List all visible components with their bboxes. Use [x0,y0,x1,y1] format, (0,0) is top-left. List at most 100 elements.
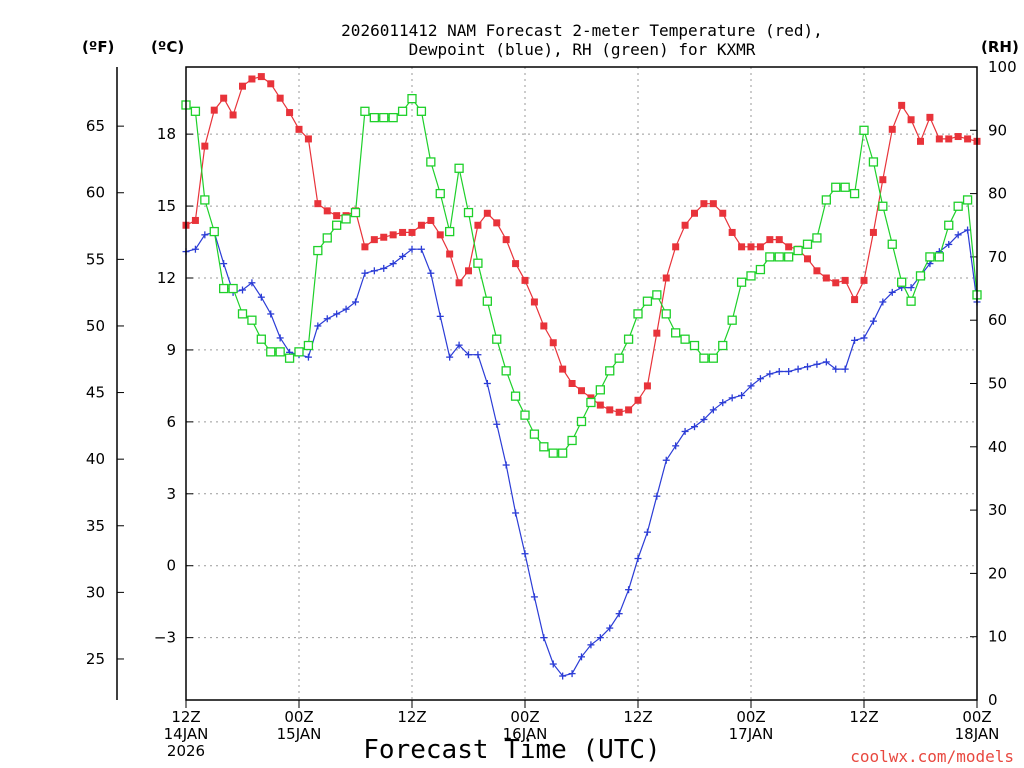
temperature-point [615,408,623,416]
dewpoint-point [643,528,651,536]
temperature-point [417,221,425,229]
rh-point [247,315,257,325]
temperature-point [314,200,322,208]
dewpoint-point [352,298,359,306]
dewpoint-point [267,310,275,318]
x-tick-label: 00Z [510,708,539,726]
rh-point [859,125,869,135]
rh-point [190,106,201,116]
dewpoint-point [954,231,962,239]
x-tick-label: 00Z [736,708,765,726]
temperature-point [493,219,501,227]
fahrenheit-axis: 65 60 55 50 45 40 35 30 25 [86,67,124,700]
rh-point [416,106,427,116]
temperature-point [286,109,294,117]
rh-point [284,353,295,363]
rh-point [463,207,474,218]
dewpoint-point [427,269,435,277]
temperature-point [389,231,397,239]
dewpoint-point [559,672,567,680]
dewpoint-point [483,380,491,387]
rh-point [350,207,361,218]
temperature-line [185,75,978,413]
dewpoint-point [662,456,670,464]
dewpoint-point [191,245,199,253]
series-rh [181,94,982,458]
temperature-point [860,276,868,284]
rh-point [209,226,219,237]
temperature-point [427,216,435,224]
temperature-point [201,142,209,150]
dewpoint-point [794,365,802,373]
dewpoint-point [907,284,915,292]
rh-point [407,94,417,104]
rh-point [887,239,897,249]
rh-point [623,334,634,344]
temperature-point [455,279,463,287]
x-tick-label: 12Z [849,708,878,726]
rh-point [492,334,502,344]
celsius-tick-label: −3 [154,629,176,647]
rh-point [652,290,662,300]
fahrenheit-tick-label: 55 [86,250,105,268]
temperature-point [559,365,567,373]
dewpoint-point [822,358,830,366]
temperature-point [907,116,915,124]
dewpoint-point [455,341,463,349]
rh-tick-label: 0 [988,691,998,709]
rh-point [303,340,314,351]
plot-frame [185,66,978,701]
temperature-point [879,176,887,184]
dewpoint-point [728,394,736,402]
dewpoint-point [417,245,425,253]
x-tick-label: 15JAN [277,725,322,743]
celsius-tick-label: 12 [157,269,176,287]
rh-point [256,334,266,344]
temperature-point [662,274,670,282]
temperature-point [738,243,746,251]
temperature-point [465,267,472,275]
temperature-point [436,231,444,239]
dewpoint-point [361,269,369,277]
dewpoint-point [804,363,811,371]
temperature-point [474,221,482,229]
dewpoint-point [248,279,256,287]
dewpoint-point [606,624,614,632]
rh-point [294,347,304,357]
rh-point [435,188,445,199]
rh-point [821,195,831,205]
dewpoint-point [239,286,246,294]
temperature-point [229,111,237,119]
dewpoint-point [860,334,868,342]
rh-point [802,239,813,249]
rh-point [388,112,398,123]
dewpoint-point [568,670,576,678]
dewpoint-point [465,351,472,359]
temperature-point [625,406,633,414]
gridlines [186,67,977,700]
rh-tick-label: 20 [988,564,1007,582]
rh-point [576,416,587,427]
dewpoint-point [540,634,548,642]
dewpoint-point [945,240,953,248]
rh-point [595,385,605,395]
temperature-point [775,236,783,244]
dewpoint-point [587,641,595,649]
dewpoint-point [276,334,284,342]
temperature-point [888,125,896,133]
dewpoint-point [775,368,783,376]
rh-point [200,195,210,205]
rh-point [736,277,747,287]
temperature-point [483,209,491,217]
rh-point [831,182,841,192]
dewpoint-point [530,593,538,601]
rh-point [689,340,700,351]
temperature-point [239,82,246,90]
rh-point [755,264,766,275]
x-tick-label: 12Z [171,708,200,726]
temperature-point [380,233,388,241]
rh-point [915,271,926,281]
rh-point [718,340,728,351]
